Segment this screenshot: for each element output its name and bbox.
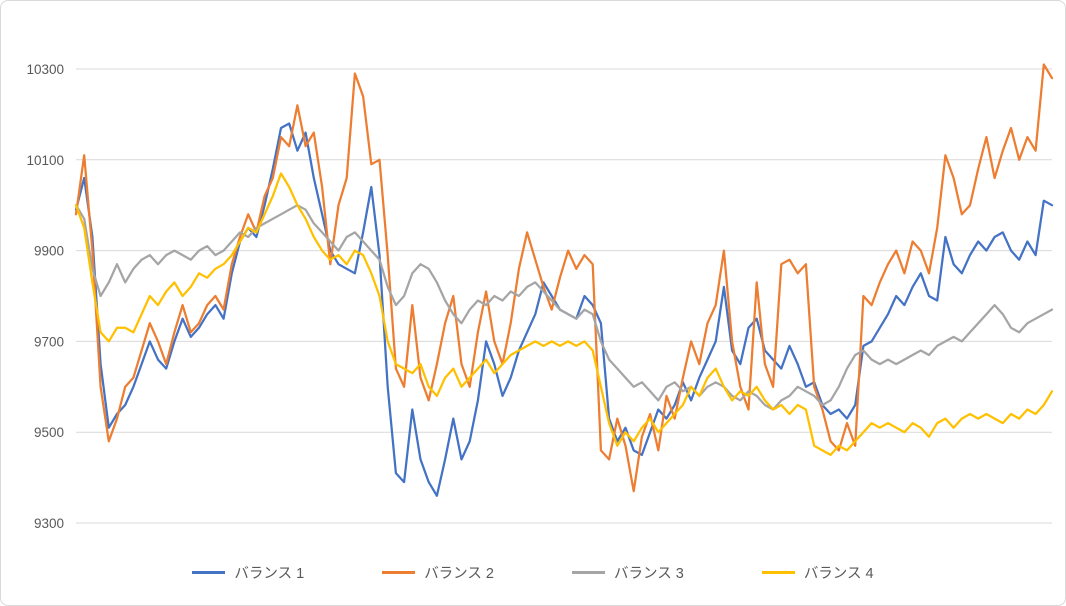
legend-label-balance-1: バランス 1 [234, 566, 305, 582]
legend-line-swatch-balance-2 [382, 571, 416, 574]
series-line-balance-4 [74, 172, 1054, 457]
y-axis-tick-label: 10100 [26, 153, 64, 168]
y-axis-tick-label: 9900 [34, 244, 64, 259]
y-axis-tick-label: 10300 [26, 62, 64, 77]
legend-line-swatch-balance-1 [192, 571, 226, 574]
legend-line-swatch-balance-4 [761, 571, 795, 574]
series-line-balance-2 [74, 63, 1054, 493]
legend-label-balance-2: バランス 2 [424, 566, 494, 582]
legend-label-balance-4: バランス 4 [803, 566, 874, 582]
legend-item-balance-2[interactable]: バランス 2 [382, 562, 494, 583]
legend-line-swatch-balance-3 [572, 571, 605, 574]
chart-legend: バランス 1 バランス 2 バランス 3 バランス 4 [1, 562, 1065, 583]
y-axis-tick-label: 9300 [34, 516, 64, 531]
series-line-balance-3 [74, 204, 1054, 411]
legend-item-balance-1[interactable]: バランス 1 [192, 562, 304, 583]
y-axis-tick-label: 9700 [34, 334, 64, 349]
legend-item-balance-3[interactable]: バランス 3 [572, 562, 684, 583]
y-axis-tick-label: 9500 [34, 425, 64, 440]
legend-label-balance-3: バランス 3 [614, 566, 684, 582]
legend-item-balance-4[interactable]: バランス 4 [761, 562, 874, 583]
